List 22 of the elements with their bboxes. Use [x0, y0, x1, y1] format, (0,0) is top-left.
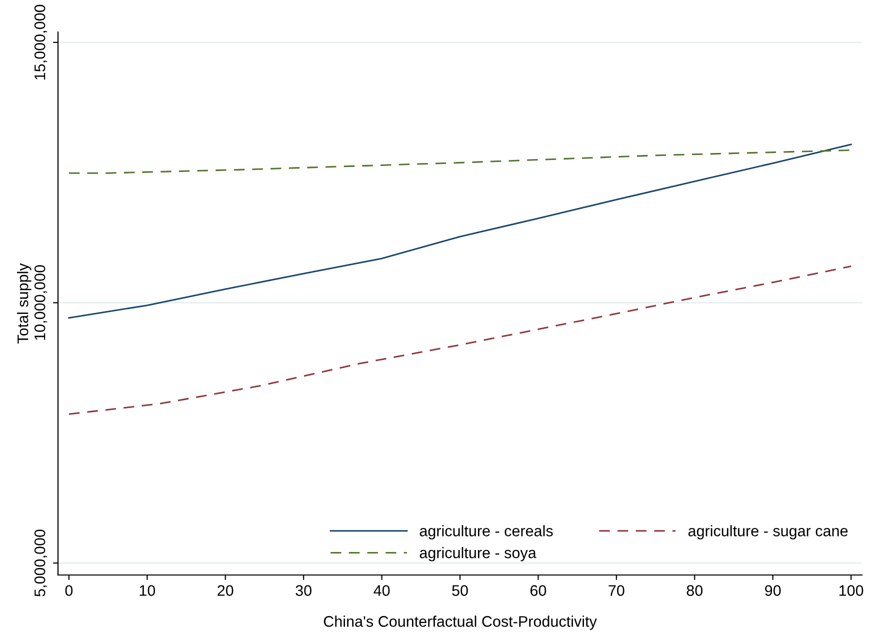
x-tick-label: 10 — [140, 585, 156, 596]
x-tick-label: 60 — [530, 585, 546, 596]
x-axis-title: China's Counterfactual Cost-Productivity — [324, 616, 597, 630]
x-tick-label: 20 — [218, 585, 234, 596]
line-series — [68, 266, 852, 415]
y-tick-label: 10,000,000 — [34, 265, 48, 340]
x-tick-label: 30 — [296, 585, 312, 596]
legend-label: agriculture - sugar cane — [688, 525, 848, 540]
y-tick-label: 5,000,000 — [34, 530, 48, 596]
line-series — [68, 144, 852, 319]
x-tick-label: 50 — [452, 585, 468, 596]
x-tick-label: 100 — [839, 585, 864, 596]
line-series — [68, 149, 852, 174]
legend-label: agriculture - cereals — [420, 525, 553, 540]
y-axis-title: Total supply — [17, 263, 32, 344]
x-tick-label: 90 — [765, 585, 781, 596]
x-tick-label: 80 — [686, 585, 703, 596]
legend-label: agriculture - soya — [420, 547, 536, 562]
x-tick-label: 70 — [608, 585, 624, 596]
x-tick-label: 40 — [374, 585, 390, 596]
x-tick-label: 0 — [65, 585, 73, 596]
y-tick-label: 15,000,000 — [34, 4, 48, 80]
